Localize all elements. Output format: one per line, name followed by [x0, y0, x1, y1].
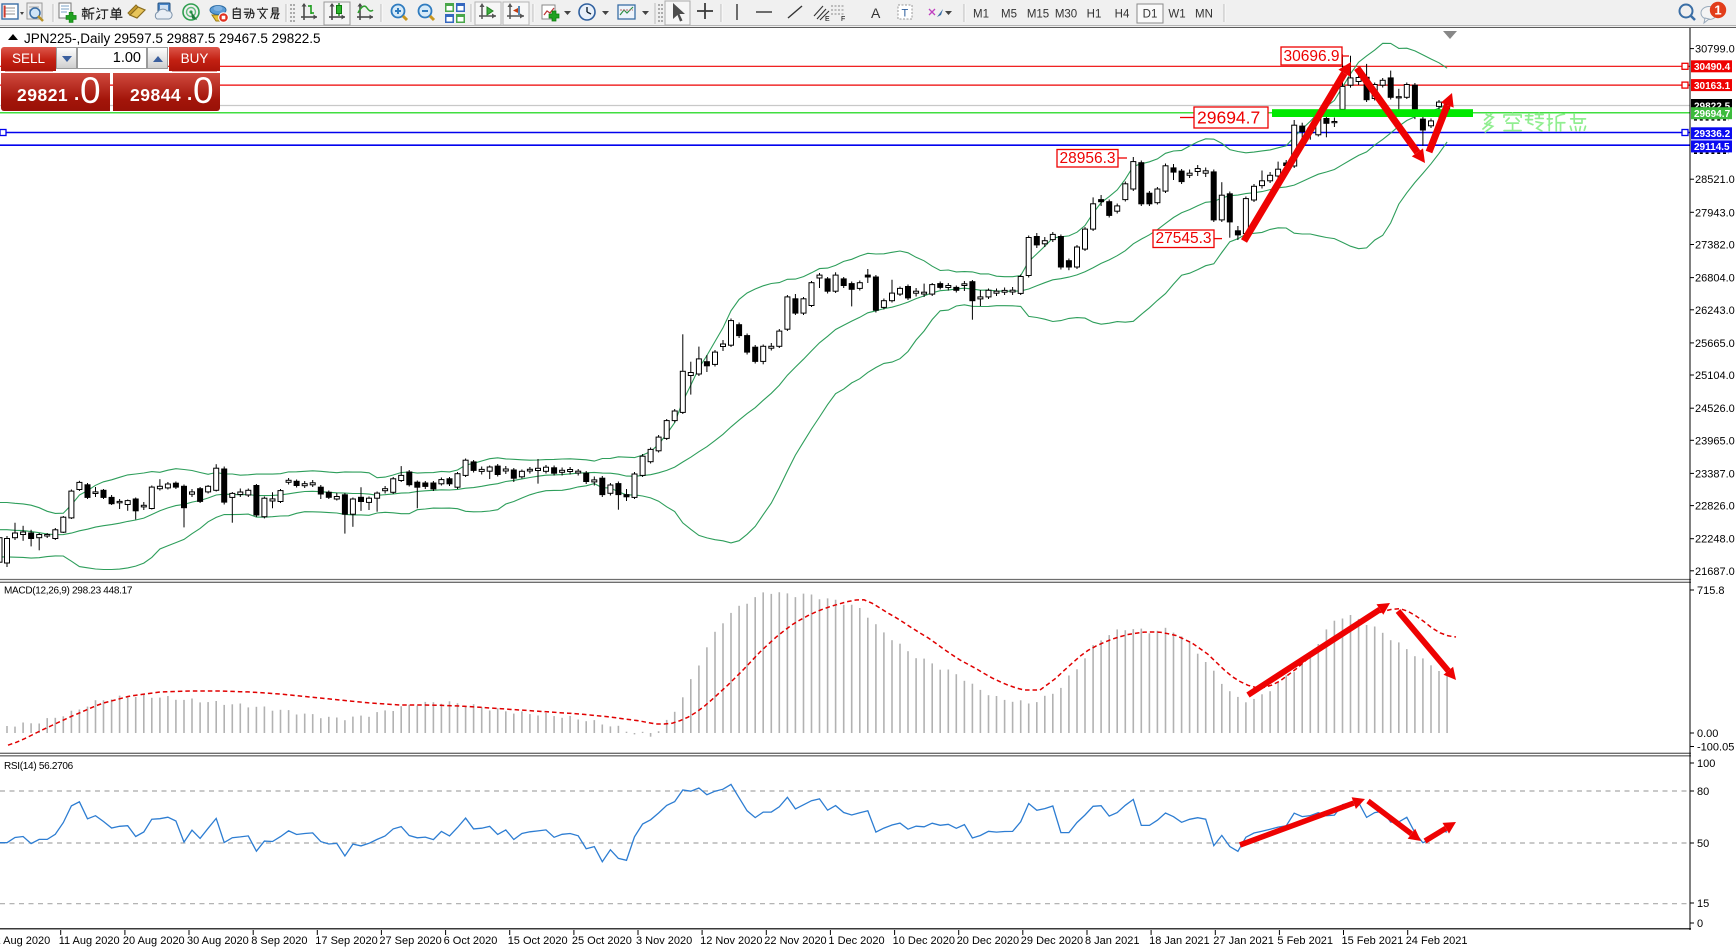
svg-text:22248.0: 22248.0 [1695, 534, 1735, 546]
svg-text:15 Feb 2021: 15 Feb 2021 [1342, 935, 1404, 947]
svg-text:24 Feb 2021: 24 Feb 2021 [1406, 935, 1468, 947]
svg-text:11 Aug 2020: 11 Aug 2020 [59, 935, 120, 947]
svg-text:2 Aug 2020: 2 Aug 2020 [0, 935, 50, 947]
svg-text:27 Jan 2021: 27 Jan 2021 [1213, 935, 1274, 947]
svg-text:M5: M5 [1001, 9, 1017, 21]
svg-text:RSI(14) 56.2706: RSI(14) 56.2706 [4, 761, 74, 772]
svg-text:27 Sep 2020: 27 Sep 2020 [379, 935, 441, 947]
svg-text:0: 0 [1697, 918, 1703, 930]
svg-text:27545.3: 27545.3 [1156, 230, 1212, 247]
svg-text:26243.0: 26243.0 [1695, 305, 1735, 317]
svg-text:21687.0: 21687.0 [1695, 566, 1735, 578]
svg-text:MN: MN [1195, 9, 1213, 21]
svg-text:18 Jan 2021: 18 Jan 2021 [1149, 935, 1210, 947]
svg-text:M30: M30 [1055, 9, 1077, 21]
svg-text:50: 50 [1697, 838, 1709, 850]
svg-text:29 Dec 2020: 29 Dec 2020 [1021, 935, 1083, 947]
svg-text:28521.0: 28521.0 [1695, 174, 1735, 186]
svg-text:28956.3: 28956.3 [1060, 150, 1116, 167]
svg-text:26804.0: 26804.0 [1695, 273, 1735, 285]
svg-text:29336.2: 29336.2 [1694, 129, 1731, 140]
svg-text:100: 100 [1697, 758, 1715, 770]
svg-text:30163.1: 30163.1 [1694, 81, 1731, 92]
svg-text:25665.0: 25665.0 [1695, 338, 1735, 350]
svg-text:29822.5: 29822.5 [1694, 101, 1731, 112]
svg-text:20 Aug 2020: 20 Aug 2020 [123, 935, 185, 947]
svg-text:8 Jan 2021: 8 Jan 2021 [1085, 935, 1139, 947]
svg-text:E: E [825, 16, 830, 23]
svg-text:30 Aug 2020: 30 Aug 2020 [187, 935, 249, 947]
svg-text:3 Nov 2020: 3 Nov 2020 [636, 935, 692, 947]
svg-text:29694.7: 29694.7 [1694, 109, 1731, 120]
svg-text:17 Sep 2020: 17 Sep 2020 [315, 935, 377, 947]
svg-text:22 Nov 2020: 22 Nov 2020 [764, 935, 826, 947]
svg-text:-100.05: -100.05 [1697, 742, 1734, 754]
svg-text:20 Dec 2020: 20 Dec 2020 [957, 935, 1019, 947]
svg-text:0.00: 0.00 [1697, 728, 1718, 740]
svg-text:1: 1 [1714, 3, 1721, 18]
svg-text:D1: D1 [1143, 9, 1158, 21]
svg-text:8 Sep 2020: 8 Sep 2020 [251, 935, 307, 947]
svg-text:MACD(12,26,9) 298.23 448.17: MACD(12,26,9) 298.23 448.17 [4, 586, 133, 597]
svg-text:12 Nov 2020: 12 Nov 2020 [700, 935, 762, 947]
svg-text:15: 15 [1697, 898, 1709, 910]
svg-text:25104.0: 25104.0 [1695, 370, 1735, 382]
svg-text:H1: H1 [1087, 9, 1102, 21]
svg-text:30490.4: 30490.4 [1694, 62, 1731, 73]
svg-text:29694.7: 29694.7 [1197, 108, 1260, 128]
svg-text:1 Dec 2020: 1 Dec 2020 [828, 935, 884, 947]
svg-text:80: 80 [1697, 786, 1709, 798]
svg-text:15 Oct 2020: 15 Oct 2020 [508, 935, 568, 947]
svg-text:W1: W1 [1168, 9, 1185, 21]
svg-text:25 Oct 2020: 25 Oct 2020 [572, 935, 632, 947]
svg-text:27382.0: 27382.0 [1695, 240, 1735, 252]
svg-text:5 Feb 2021: 5 Feb 2021 [1277, 935, 1333, 947]
svg-text:M15: M15 [1027, 9, 1049, 21]
svg-text:JPN225-,Daily 29597.5 29887.5: JPN225-,Daily 29597.5 29887.5 29467.5 29… [24, 31, 320, 46]
svg-text:23387.0: 23387.0 [1695, 468, 1735, 480]
svg-text:30799.0: 30799.0 [1695, 44, 1735, 56]
svg-text:T: T [902, 8, 909, 20]
svg-text:H4: H4 [1115, 9, 1130, 21]
svg-text:M1: M1 [973, 9, 989, 21]
svg-text:23965.0: 23965.0 [1695, 435, 1735, 447]
svg-text:27943.0: 27943.0 [1695, 207, 1735, 219]
svg-text:A: A [871, 5, 881, 21]
svg-text:10 Dec 2020: 10 Dec 2020 [893, 935, 955, 947]
svg-text:24526.0: 24526.0 [1695, 403, 1735, 415]
svg-text:6 Oct 2020: 6 Oct 2020 [444, 935, 498, 947]
svg-text:30696.9: 30696.9 [1284, 48, 1340, 65]
svg-text:715.8: 715.8 [1697, 585, 1725, 597]
svg-text:22826.0: 22826.0 [1695, 501, 1735, 513]
svg-text:29114.5: 29114.5 [1694, 142, 1730, 153]
svg-text:F: F [841, 16, 845, 23]
